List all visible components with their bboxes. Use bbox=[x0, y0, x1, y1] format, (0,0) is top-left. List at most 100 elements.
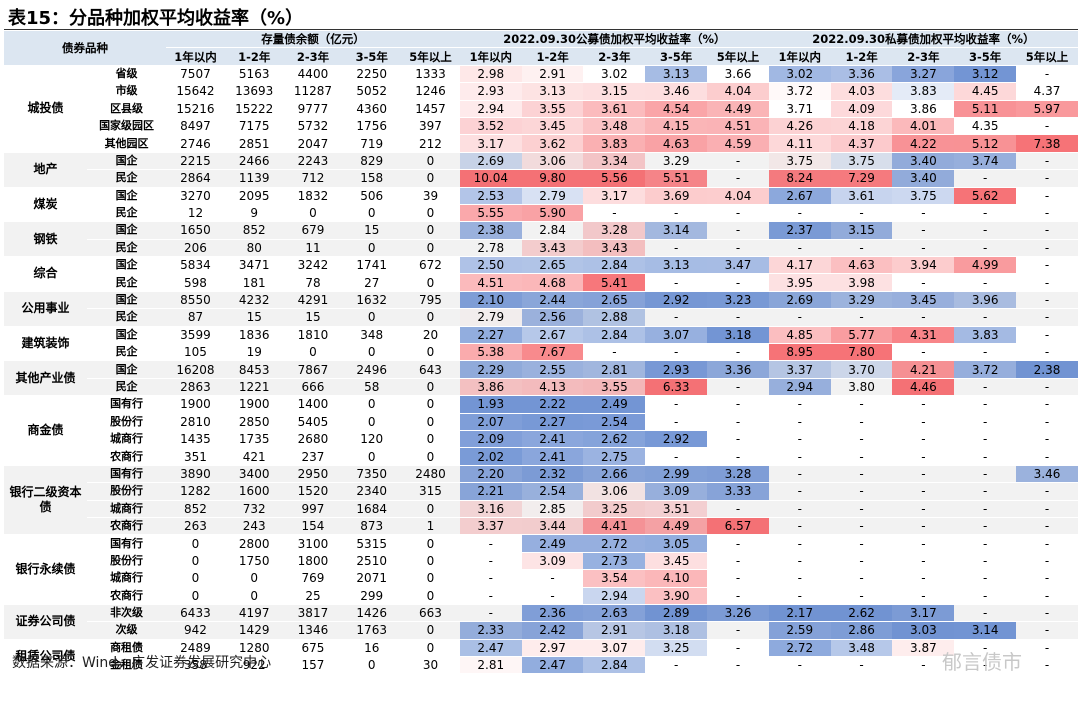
balance-cell: 2496 bbox=[342, 360, 402, 379]
yield-cell: 3.74 bbox=[954, 152, 1017, 171]
data-row: 民企 87 15 15 0 0 2.79 2.56 2.88- - - - - - - bbox=[4, 308, 1078, 327]
balance-cell: 3400 bbox=[224, 465, 284, 484]
balance-cell: 5732 bbox=[283, 117, 343, 136]
row-label: 民企 bbox=[87, 169, 167, 188]
balance-cell: 1684 bbox=[342, 500, 402, 518]
group-label: 其他产业债 bbox=[4, 360, 88, 397]
yield-cell: - bbox=[1016, 291, 1078, 310]
balance-cell: 9 bbox=[224, 204, 284, 223]
yield-cell: - bbox=[768, 552, 831, 571]
yield-cell: 4.01 bbox=[892, 117, 955, 136]
balance-cell: 80 bbox=[224, 239, 284, 258]
yield-cell: 4.26 bbox=[768, 117, 831, 136]
yield-cell: - bbox=[521, 587, 584, 605]
balance-cell: 0 bbox=[401, 413, 460, 431]
yield-table: 债券品种 存量债余额（亿元） 2022.09.30公募债加权平均收益率（%） 2022… bbox=[4, 31, 1078, 675]
yield-cell: 4.10 bbox=[645, 569, 708, 588]
yield-cell: 4.11 bbox=[768, 134, 831, 153]
yield-cell: 2.63 bbox=[583, 604, 646, 623]
yield-cell: 2.84 bbox=[583, 656, 646, 675]
row-label: 非次级 bbox=[87, 604, 167, 623]
balance-cell: 105 bbox=[166, 343, 225, 362]
yield-cell: 2.22 bbox=[521, 395, 584, 414]
yield-cell: 5.56 bbox=[583, 169, 646, 188]
yield-cell: 3.98 bbox=[830, 273, 893, 292]
yield-cell: 5.77 bbox=[830, 326, 893, 345]
header-cell: 债券品种 bbox=[4, 31, 167, 66]
yield-cell: - bbox=[707, 587, 769, 605]
yield-cell: 3.29 bbox=[645, 152, 708, 171]
balance-cell: 1756 bbox=[342, 117, 402, 136]
yield-cell: - bbox=[1016, 482, 1078, 501]
balance-cell: 2863 bbox=[166, 378, 225, 397]
group-label: 银行永续债 bbox=[4, 534, 88, 605]
balance-cell: 16208 bbox=[166, 360, 225, 379]
yield-cell: 4.99 bbox=[954, 256, 1017, 275]
yield-cell: - bbox=[1016, 569, 1078, 588]
balance-cell: 1832 bbox=[283, 187, 343, 205]
yield-cell: 4.51 bbox=[459, 273, 522, 292]
group-label: 建筑装饰 bbox=[4, 326, 88, 362]
balance-cell: 2243 bbox=[283, 152, 343, 171]
yield-cell: - bbox=[954, 569, 1017, 588]
yield-cell: - bbox=[707, 569, 769, 588]
rule bbox=[4, 29, 1078, 30]
yield-cell: 4.41 bbox=[583, 517, 646, 536]
yield-cell: - bbox=[892, 447, 955, 466]
yield-cell: 2.81 bbox=[459, 656, 522, 675]
yield-cell: - bbox=[645, 239, 708, 258]
row-label: 农商行 bbox=[87, 587, 167, 605]
yield-cell: - bbox=[1016, 587, 1078, 605]
row-label: 民企 bbox=[87, 378, 167, 397]
data-row: 民企 206 80 11 0 0 2.78 3.43 3.43- - - - - - - bbox=[4, 239, 1078, 258]
balance-cell: 16 bbox=[342, 639, 402, 658]
balance-cell: 795 bbox=[401, 291, 460, 310]
yield-cell: - bbox=[768, 500, 831, 518]
yield-cell: 3.25 bbox=[583, 500, 646, 518]
yield-cell: - bbox=[645, 204, 708, 223]
balance-cell: 0 bbox=[401, 308, 460, 327]
yield-cell: - bbox=[768, 430, 831, 449]
yield-cell: - bbox=[1016, 639, 1078, 658]
yield-cell: 4.37 bbox=[1016, 82, 1078, 101]
balance-cell: 1426 bbox=[342, 604, 402, 623]
yield-cell: - bbox=[1016, 308, 1078, 327]
yield-cell: - bbox=[892, 482, 955, 501]
balance-cell: 11 bbox=[283, 239, 343, 258]
yield-cell: - bbox=[954, 482, 1017, 501]
yield-cell: 2.02 bbox=[459, 447, 522, 466]
balance-cell: 2215 bbox=[166, 152, 225, 171]
yield-cell: 4.63 bbox=[645, 134, 708, 153]
yield-cell: - bbox=[1016, 239, 1078, 258]
yield-cell: 2.41 bbox=[521, 447, 584, 466]
balance-cell: 30 bbox=[401, 656, 460, 675]
yield-cell: - bbox=[1016, 447, 1078, 466]
header-subcol: 1-2年 bbox=[830, 47, 893, 66]
yield-cell: - bbox=[707, 500, 769, 518]
yield-cell: - bbox=[892, 204, 955, 223]
group-label: 综合 bbox=[4, 256, 88, 292]
yield-cell: - bbox=[583, 204, 646, 223]
yield-cell: 4.13 bbox=[521, 378, 584, 397]
balance-cell: 5052 bbox=[342, 82, 402, 101]
yield-cell: 4.49 bbox=[645, 517, 708, 536]
balance-cell: 154 bbox=[283, 517, 343, 536]
row-label: 国有行 bbox=[87, 395, 167, 414]
yield-cell: 2.33 bbox=[459, 621, 522, 640]
group-label: 地产 bbox=[4, 152, 88, 188]
yield-cell: - bbox=[954, 273, 1017, 292]
yield-cell: 2.98 bbox=[459, 65, 522, 84]
balance-cell: 0 bbox=[342, 395, 402, 414]
balance-cell: 852 bbox=[224, 221, 284, 240]
yield-cell: - bbox=[707, 534, 769, 553]
yield-cell: - bbox=[768, 517, 831, 536]
yield-cell: 2.27 bbox=[521, 413, 584, 431]
yield-cell: 3.06 bbox=[521, 152, 584, 171]
yield-cell: 2.69 bbox=[768, 291, 831, 310]
yield-cell: 4.46 bbox=[892, 378, 955, 397]
balance-cell: 181 bbox=[224, 273, 284, 292]
balance-cell: 13693 bbox=[224, 82, 284, 101]
balance-cell: 1139 bbox=[224, 169, 284, 188]
balance-cell: 1763 bbox=[342, 621, 402, 640]
yield-cell: 2.89 bbox=[645, 604, 708, 623]
